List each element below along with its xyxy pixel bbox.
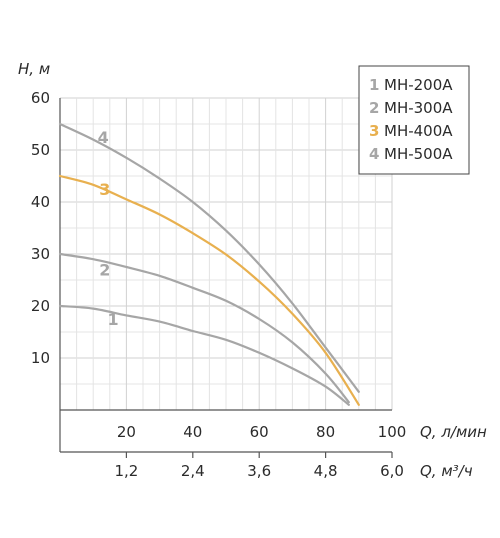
series-line-mh-400a — [58, 174, 360, 406]
x2-tick-label: 2,4 — [181, 462, 205, 480]
x-tick-label: 80 — [316, 423, 335, 441]
y-tick-label: 60 — [31, 89, 50, 107]
y-tick-label: 30 — [31, 245, 50, 263]
y-tick-label: 50 — [31, 141, 50, 159]
legend: 1 MH-200A 2 MH-300A 3 MH-400A 4 MH-500A — [358, 65, 470, 175]
x2-tick-label: 3,6 — [247, 462, 271, 480]
legend-marker-1: 1 — [369, 76, 379, 94]
x-tick-label: 100 — [378, 423, 407, 441]
x2-axis-label: Q, м³/ч — [420, 462, 473, 480]
y-tick-label: 20 — [31, 297, 50, 315]
legend-box — [358, 65, 470, 175]
series-label-3: 3 — [99, 180, 110, 199]
legend-entry: MH-300A — [384, 99, 453, 117]
series-line-mh-300a — [58, 252, 350, 404]
legend-entry: MH-400A — [384, 122, 453, 140]
y-tick-label: 10 — [31, 349, 50, 367]
legend-marker-3: 3 — [369, 122, 379, 140]
x2-tick-label: 1,2 — [114, 462, 138, 480]
series-label-1: 1 — [108, 310, 119, 329]
series-label-2: 2 — [99, 261, 110, 280]
series-line-mh-500a — [58, 122, 360, 393]
series-line-mh-200a — [58, 304, 350, 406]
x-axis-label: Q, л/мин — [420, 423, 487, 441]
grid — [60, 97, 393, 410]
legend-entry: MH-500A — [384, 145, 453, 163]
y-tick-label: 40 — [31, 193, 50, 211]
legend-marker-2: 2 — [369, 99, 379, 117]
legend-entry: MH-200A — [384, 76, 453, 94]
curves: 1 2 3 4 — [58, 122, 360, 406]
series-label-4: 4 — [98, 128, 109, 147]
x-tick-label: 40 — [183, 423, 202, 441]
legend-marker-4: 4 — [369, 145, 379, 163]
tick-labels: 10 20 30 40 50 60 20 40 60 80 100 1,2 2,4 3,6 4,8 6,0 — [31, 89, 406, 480]
x2-tick-label: 6,0 — [380, 462, 404, 480]
x-tick-label: 60 — [250, 423, 269, 441]
x-tick-label: 20 — [117, 423, 136, 441]
y-axis-label: H, м — [18, 60, 50, 78]
x2-tick-label: 4,8 — [314, 462, 338, 480]
